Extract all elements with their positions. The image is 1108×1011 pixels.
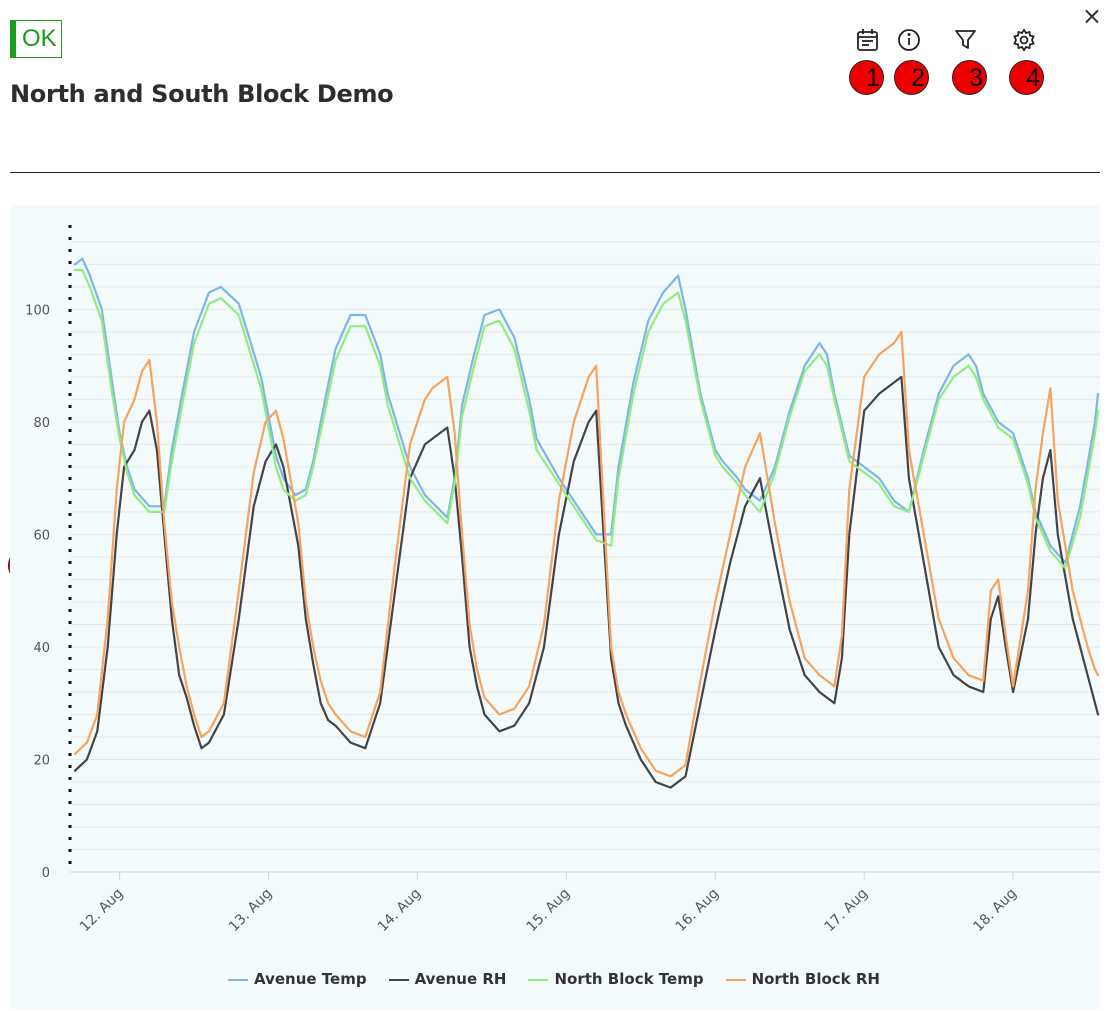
y-tick-label: 60: [33, 528, 50, 543]
annotation-marker-3: 3: [952, 60, 987, 95]
gear-icon[interactable]: [1010, 26, 1038, 54]
series-line: [73, 330, 1100, 778]
header-divider: [10, 172, 1100, 173]
y-tick-label: 40: [33, 641, 50, 656]
legend-swatch: [725, 978, 746, 981]
close-icon[interactable]: ×: [1081, 2, 1102, 30]
series-line: [73, 268, 1100, 570]
legend-label: Avenue RH: [414, 970, 507, 988]
legend-item[interactable]: Avenue Temp: [228, 970, 367, 988]
annotation-marker-1: 1: [849, 60, 884, 95]
legend-item[interactable]: North Block Temp: [528, 970, 704, 988]
y-tick-label: 100: [25, 303, 50, 318]
chart-legend: Avenue Temp Avenue RH North Block Temp Nort…: [0, 970, 1108, 988]
filter-icon[interactable]: [952, 26, 980, 54]
legend-item[interactable]: Avenue RH: [388, 970, 507, 988]
y-tick-label: 80: [33, 416, 50, 431]
info-icon[interactable]: [896, 26, 924, 54]
legend-label: North Block Temp: [554, 970, 704, 988]
legend-swatch: [228, 978, 249, 981]
series-line: [73, 375, 1100, 789]
y-tick-label: 0: [42, 866, 50, 881]
legend-swatch: [528, 978, 549, 981]
page-title: North and South Block Demo: [10, 80, 394, 108]
legend-swatch: [388, 978, 409, 981]
legend-item[interactable]: North Block RH: [725, 970, 880, 988]
legend-label: North Block RH: [751, 970, 880, 988]
annotation-marker-2: 2: [894, 60, 929, 95]
legend-label: Avenue Temp: [254, 970, 367, 988]
calendar-icon[interactable]: [854, 26, 882, 54]
y-tick-label: 20: [33, 753, 50, 768]
chart-panel: 0 20 40 60 80 100 12. Aug 13. Aug 14. Aug 15. Aug…: [10, 205, 1100, 1009]
annotation-marker-4: 4: [1009, 60, 1044, 95]
series-line: [73, 257, 1100, 564]
status-badge: OK: [10, 20, 62, 58]
